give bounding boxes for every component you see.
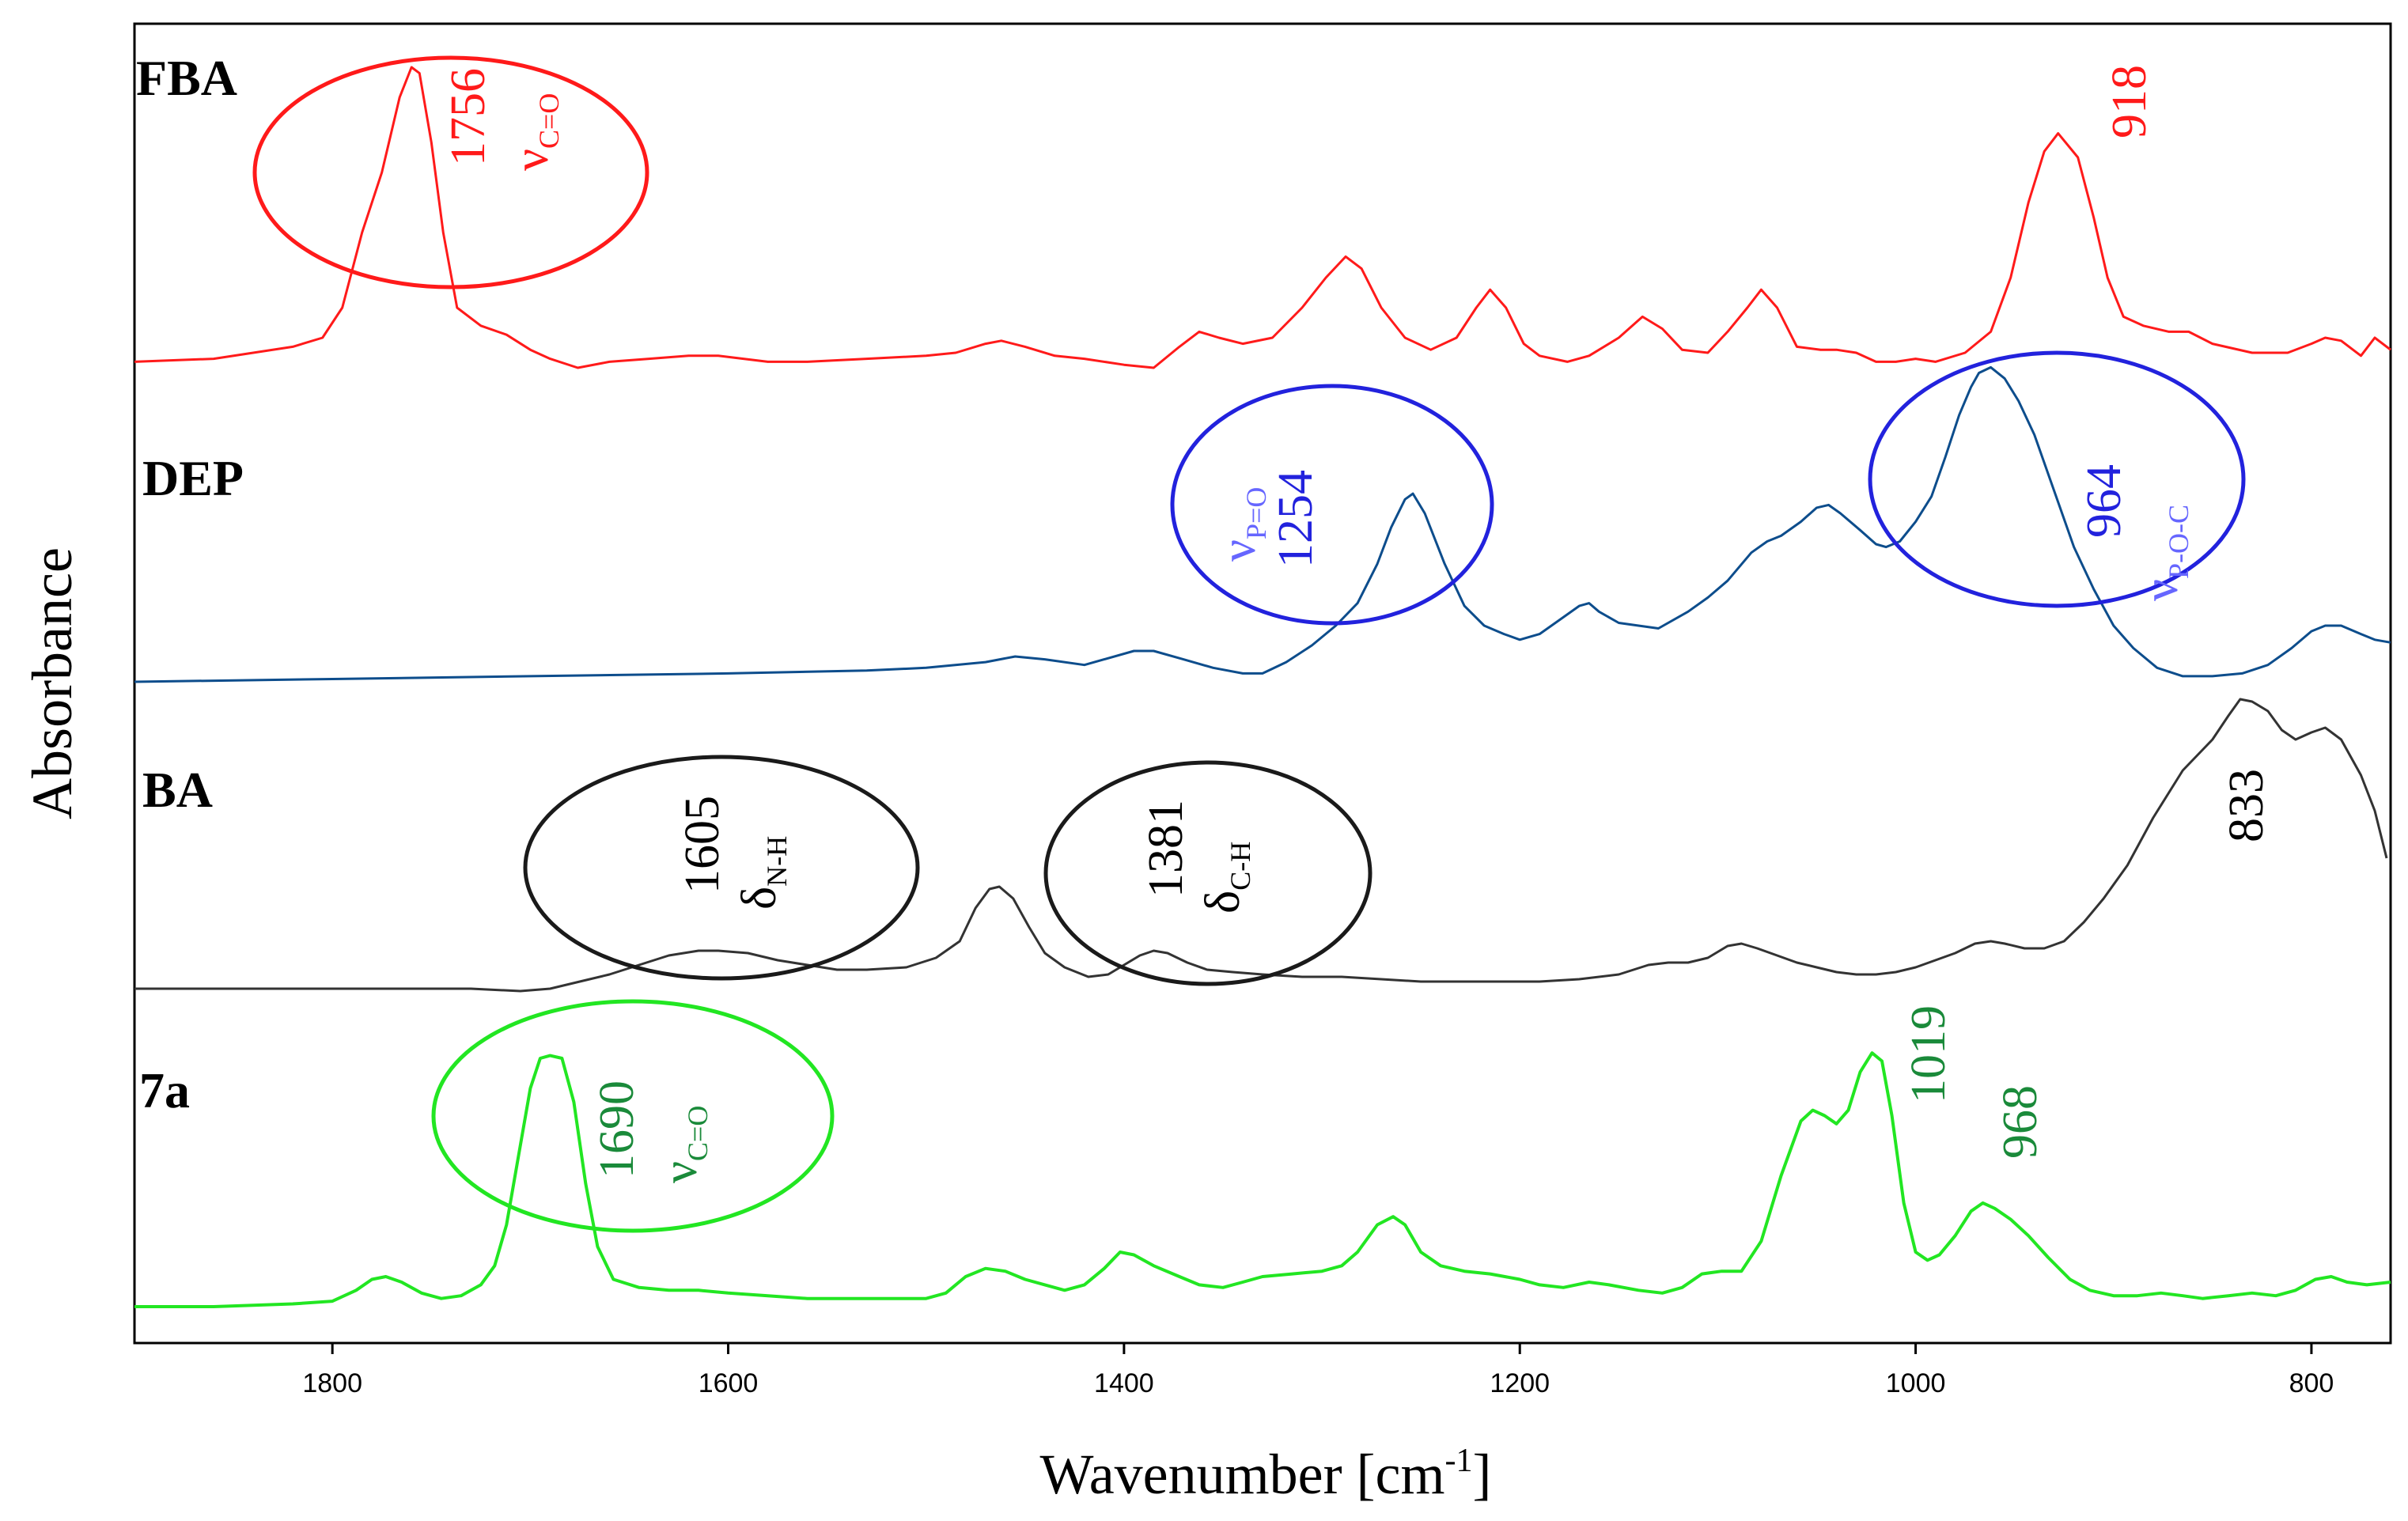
trace-label-7a: 7a	[139, 1062, 190, 1118]
x-axis-title: Wavenumber [cm-1]	[1040, 1443, 1492, 1506]
mode-label-ba-delta-ch: δC-H	[1196, 842, 1256, 914]
series-line-7a	[134, 1051, 2391, 1308]
plot-frame	[133, 22, 2392, 1345]
mode-label-ba-delta-nh: δN-H	[733, 836, 793, 910]
mode-label-7a-nu-co: νC=O	[653, 1106, 714, 1183]
highlight-ellipse-dep-964	[1868, 350, 2246, 608]
series-line-ba	[134, 698, 2388, 993]
x-axis-title-close: ]	[1473, 1443, 1492, 1506]
x-tick-label-1000: 1000	[1886, 1368, 1946, 1398]
x-tick-label-1400: 1400	[1094, 1368, 1154, 1398]
y-axis-title: Absorbance	[21, 547, 84, 819]
peak-label-ba-1381: 1381	[1139, 800, 1193, 898]
x-tick-label-800: 800	[2289, 1368, 2334, 1398]
x-axis-title-main: Wavenumber [cm	[1040, 1443, 1445, 1506]
highlight-ellipse-ba-1381	[1043, 760, 1372, 986]
mode-label-fba-nu-co: νC=O	[505, 93, 565, 171]
highlight-ellipse-fba-1756	[252, 55, 649, 289]
trace-label-dep: DEP	[142, 450, 244, 506]
peak-label-dep-1254: 1254	[1269, 470, 1323, 568]
traces	[134, 66, 2391, 1308]
highlight-ellipse-ba-1605	[523, 755, 920, 981]
series-line-dep	[134, 365, 2391, 683]
highlight-ellipse-dep-1254	[1170, 384, 1494, 626]
x-axis-title-sup: -1	[1445, 1443, 1473, 1479]
peak-label-dep-964: 964	[2077, 464, 2131, 538]
x-tick-label-1600: 1600	[699, 1368, 759, 1398]
x-axis-ticks: 1800 1600 1400 1200 1000 800	[302, 1343, 2334, 1398]
mode-label-dep-nu-poc: νP-O-C	[2134, 505, 2194, 601]
series-line-fba	[134, 66, 2391, 369]
mode-label-dep-nu-po: νP=O	[1212, 487, 1272, 562]
trace-label-fba: FBA	[136, 50, 237, 106]
peak-label-fba-1756: 1756	[441, 68, 495, 166]
highlight-ellipse-7a-1690	[431, 999, 835, 1233]
peak-label-7a-1690: 1690	[590, 1080, 644, 1179]
trace-label-ba: BA	[142, 762, 213, 818]
peak-label-ba-1605: 1605	[676, 796, 729, 894]
x-tick-label-1800: 1800	[302, 1368, 362, 1398]
peak-label-7a-968: 968	[1993, 1085, 2047, 1159]
peak-label-ba-833: 833	[2220, 769, 2274, 842]
peak-label-7a-1019: 1019	[1902, 1005, 1956, 1103]
annotation-circles	[252, 55, 2246, 1233]
x-tick-label-1200: 1200	[1490, 1368, 1550, 1398]
peak-label-fba-918: 918	[2103, 65, 2156, 138]
